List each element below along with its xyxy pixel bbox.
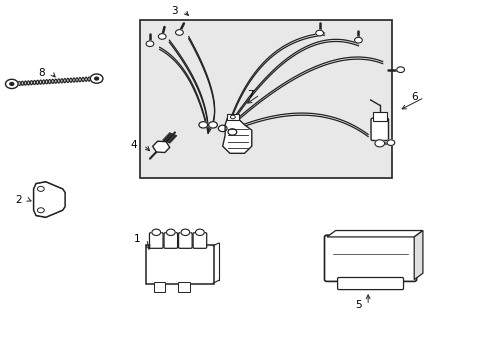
FancyBboxPatch shape — [370, 118, 387, 140]
FancyBboxPatch shape — [324, 235, 416, 282]
Text: 1: 1 — [133, 234, 140, 244]
Circle shape — [181, 229, 189, 235]
FancyBboxPatch shape — [337, 278, 403, 289]
FancyBboxPatch shape — [372, 112, 386, 121]
Circle shape — [396, 67, 404, 72]
Polygon shape — [222, 118, 251, 153]
Text: 6: 6 — [410, 93, 417, 103]
Text: 4: 4 — [130, 140, 137, 150]
FancyBboxPatch shape — [193, 233, 206, 248]
Circle shape — [199, 122, 207, 128]
Circle shape — [386, 140, 394, 145]
Text: 5: 5 — [354, 300, 361, 310]
Text: 2: 2 — [15, 194, 21, 204]
Circle shape — [227, 129, 236, 135]
Text: 8: 8 — [39, 68, 45, 78]
FancyBboxPatch shape — [178, 233, 192, 248]
Circle shape — [218, 125, 226, 132]
Circle shape — [175, 30, 183, 35]
Circle shape — [5, 79, 18, 89]
Circle shape — [10, 82, 14, 85]
Polygon shape — [326, 230, 422, 237]
Polygon shape — [413, 230, 422, 280]
Circle shape — [152, 229, 160, 235]
FancyBboxPatch shape — [146, 245, 214, 284]
FancyBboxPatch shape — [163, 233, 177, 248]
Polygon shape — [152, 141, 169, 153]
Circle shape — [195, 229, 204, 235]
Circle shape — [374, 140, 384, 147]
Circle shape — [90, 74, 102, 83]
Circle shape — [158, 33, 166, 39]
FancyBboxPatch shape — [149, 233, 163, 248]
Circle shape — [146, 41, 154, 46]
Circle shape — [208, 122, 217, 128]
Circle shape — [315, 30, 323, 36]
Circle shape — [166, 229, 175, 235]
Polygon shape — [34, 182, 65, 217]
FancyBboxPatch shape — [178, 282, 189, 292]
FancyBboxPatch shape — [140, 20, 391, 178]
FancyBboxPatch shape — [154, 282, 165, 292]
Text: 3: 3 — [170, 6, 177, 16]
Circle shape — [354, 37, 362, 43]
Circle shape — [95, 77, 99, 80]
Text: 7: 7 — [246, 90, 253, 100]
FancyBboxPatch shape — [226, 114, 238, 120]
